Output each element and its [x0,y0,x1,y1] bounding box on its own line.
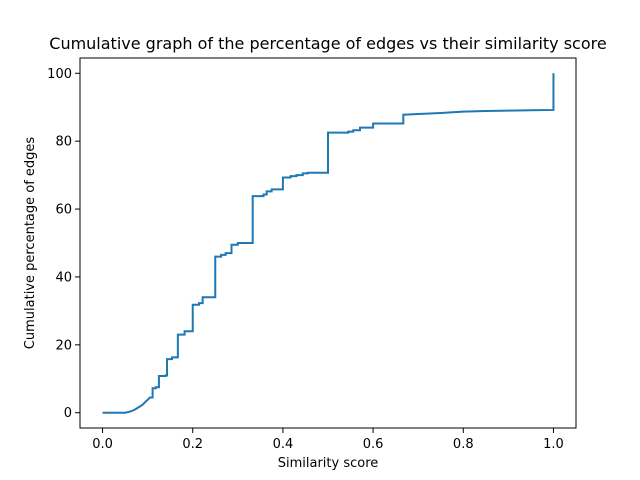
x-tick-label: 0.4 [273,437,294,452]
y-tick-label: 0 [64,406,72,421]
series-line [102,73,555,414]
y-tick-label: 100 [47,67,72,82]
x-tick-label: 0.8 [453,437,474,452]
plot-area [79,57,577,429]
x-tick-label: 0.6 [363,437,384,452]
y-tick-label: 60 [55,203,72,218]
y-tick-label: 80 [55,135,72,150]
x-tick-label: 0.2 [182,437,203,452]
x-axis-label: Similarity score [278,456,379,471]
y-tick-label: 20 [55,338,72,353]
y-axis: 0 20 40 60 80 100 [47,67,80,421]
axes-frame [79,57,577,429]
x-tick-label: 0.0 [92,437,113,452]
x-tick-label: 1.0 [543,437,564,452]
chart-title: Cumulative graph of the percentage of ed… [49,34,606,53]
x-axis: 0.0 0.2 0.4 0.6 0.8 1.0 [92,428,564,452]
y-axis-label: Cumulative percentage of edges [23,137,38,350]
y-tick-label: 40 [55,270,72,285]
